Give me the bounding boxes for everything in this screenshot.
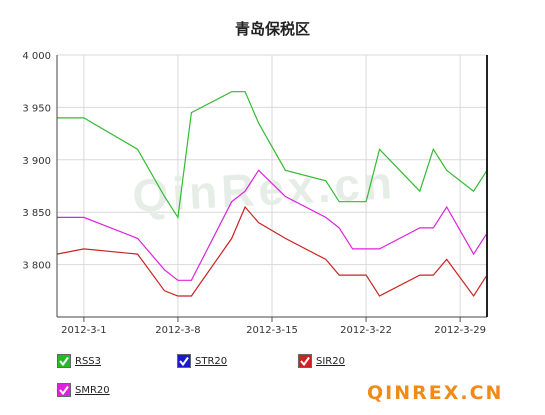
chart-title: 青岛保税区 [234, 20, 310, 38]
series-lines [56, 91, 488, 298]
x-tick-label: 2012-3-8 [155, 325, 200, 336]
legend-label[interactable]: RSS3 [75, 355, 102, 367]
legend-checkbox[interactable] [57, 354, 71, 368]
legend-checkbox[interactable] [57, 383, 71, 397]
y-tick-label: 4 000 [22, 51, 51, 62]
legend-label[interactable]: SMR20 [75, 384, 110, 396]
legend-label[interactable]: STR20 [195, 355, 228, 367]
x-tick-label: 2012-3-29 [434, 325, 486, 336]
x-tick-label: 2012-3-22 [340, 325, 392, 336]
grid-lines [57, 54, 487, 317]
series-line-rss3 [57, 91, 488, 220]
legend-item-sir20[interactable]: SIR20 [298, 354, 345, 368]
legend-checkbox[interactable] [298, 354, 312, 368]
series-line-smr20 [57, 169, 488, 281]
x-tick-label: 2012-3-15 [246, 325, 298, 336]
brand-text: QINREX.CN [367, 382, 504, 404]
y-tick-label: 3 800 [22, 261, 51, 272]
y-tick-label: 3 950 [22, 103, 51, 114]
checkmark-icon [59, 356, 69, 367]
legend-label[interactable]: SIR20 [316, 355, 345, 367]
legend-item-rss3[interactable]: RSS3 [57, 354, 101, 368]
checkmark-icon [59, 385, 69, 396]
checkmark-icon [179, 356, 189, 367]
brand-logo: QINREX.CN [367, 382, 503, 404]
legend-item-str20[interactable]: STR20 [177, 354, 227, 368]
legend-checkbox[interactable] [177, 354, 191, 368]
legend-item-smr20[interactable]: SMR20 [57, 383, 110, 397]
y-tick-label: 3 850 [22, 208, 51, 219]
axes [56, 55, 488, 322]
x-tick-label: 2012-3-1 [61, 325, 106, 336]
tick-labels: 3 800 3 850 3 900 3 950 4 000 2012-3-1 2012-3-… [22, 51, 486, 336]
series-line-sir20 [56, 205, 488, 298]
checkmark-icon [300, 356, 310, 367]
y-tick-label: 3 900 [22, 156, 51, 167]
